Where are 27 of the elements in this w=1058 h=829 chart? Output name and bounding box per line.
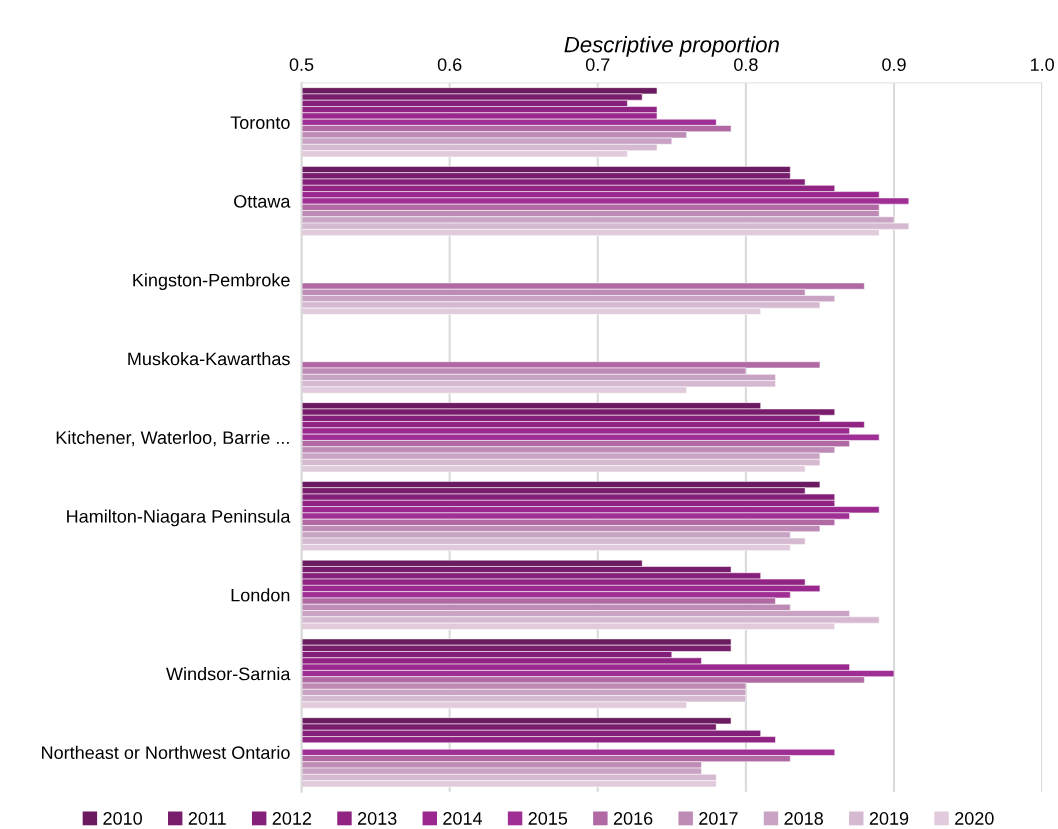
x-tick-label: 0.9 — [882, 58, 906, 71]
legend-label: 2017 — [699, 812, 738, 825]
legend-label: 2012 — [272, 812, 312, 825]
legend-label: 2013 — [358, 812, 397, 825]
y-tick-label: London — [231, 588, 290, 602]
legend-label: 2016 — [613, 812, 653, 825]
y-tick-label: Muskoka-Kawarthas — [128, 352, 290, 366]
legend-label: 2010 — [103, 812, 142, 825]
legend-label: 2014 — [443, 812, 483, 825]
y-tick-label: Kingston-Pembroke — [133, 273, 290, 291]
y-tick-label: Toronto — [230, 116, 290, 129]
legend-label: 2019 — [869, 812, 909, 825]
x-tick-label: 0.5 — [289, 58, 314, 71]
legend-label: 2011 — [188, 812, 226, 825]
x-tick-label: 1.0 — [1030, 58, 1054, 71]
x-tick-label: 0.7 — [585, 58, 610, 71]
legend-label: 2020 — [955, 812, 994, 825]
x-axis-title: Descriptive proportion — [564, 36, 779, 57]
legend-label: 2015 — [528, 812, 568, 825]
y-tick-label: Ottawa — [234, 194, 291, 208]
y-tick-label: Northeast or Northwest Ontario — [42, 745, 290, 760]
x-tick-label: 0.6 — [437, 58, 462, 71]
y-tick-label: Kitchener, Waterloo, Barrie ... — [56, 430, 289, 447]
y-tick-label: Hamilton-Niagara Peninsula — [67, 509, 291, 527]
legend-label: 2018 — [784, 812, 823, 825]
x-tick-label: 0.8 — [734, 58, 758, 71]
y-tick-label: Windsor-Sarnia — [166, 667, 291, 681]
